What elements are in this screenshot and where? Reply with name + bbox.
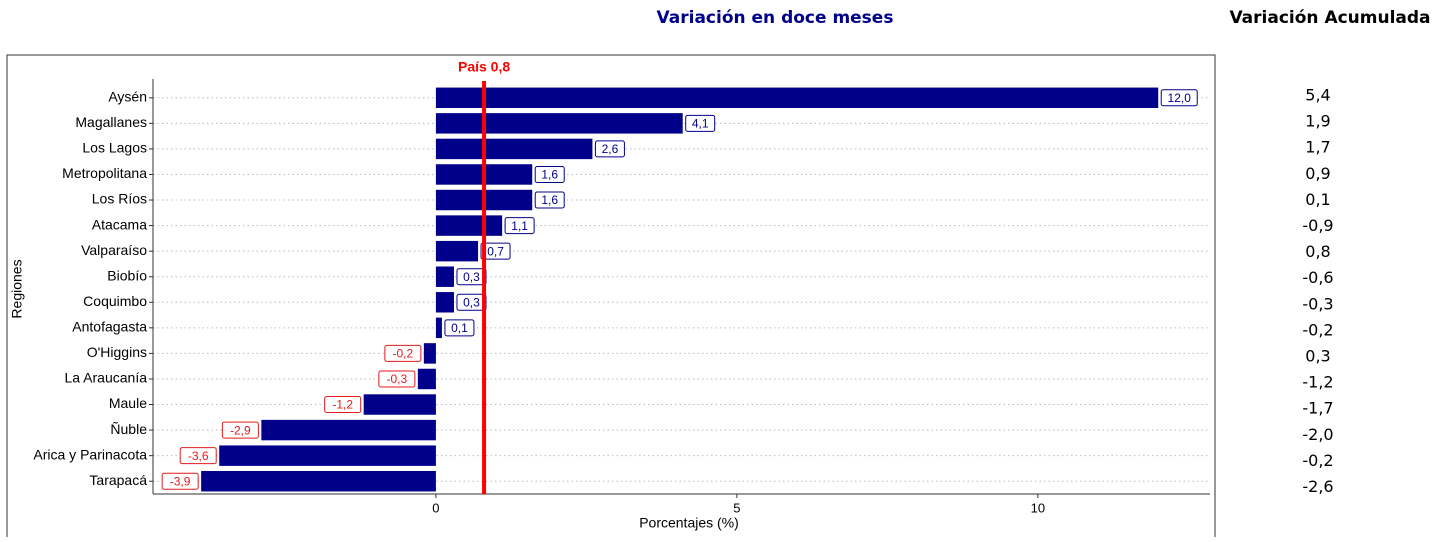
y-tick-label: Magallanes: [75, 114, 147, 130]
reference-label: País 0,8: [458, 59, 510, 75]
bar: [435, 138, 593, 160]
y-tick-label: Maule: [109, 395, 147, 411]
value-label: -0,2: [393, 347, 414, 361]
bar: [261, 419, 436, 441]
value-label: -2,9: [230, 423, 251, 437]
x-tick-label: 10: [1031, 500, 1045, 515]
bar: [363, 394, 436, 415]
value-label-box: [1160, 89, 1198, 107]
y-tick-label: Los Lagos: [82, 140, 147, 156]
value-label: -1,2: [332, 398, 353, 412]
bar: [423, 343, 436, 364]
value-label-box: [534, 165, 565, 183]
y-tick-label: Coquimbo: [83, 293, 147, 309]
side-value: -0,3: [1302, 294, 1333, 313]
y-axis-label: Regiones: [9, 259, 25, 318]
bar: [201, 470, 436, 492]
side-value: -0,2: [1302, 451, 1333, 470]
value-label-box: [685, 114, 716, 132]
value-label-box: [594, 140, 625, 158]
x-tick-label: 0: [432, 500, 439, 515]
value-label: 12,0: [1168, 91, 1192, 105]
y-tick-label: Los Ríos: [92, 191, 147, 207]
side-value: -2,0: [1302, 425, 1333, 444]
side-value: -2,6: [1302, 477, 1333, 496]
value-label: 2,6: [602, 142, 619, 156]
side-value: 0,8: [1305, 242, 1330, 261]
side-value: -0,9: [1302, 216, 1333, 235]
side-value: 1,7: [1305, 138, 1330, 157]
value-label: -0,3: [387, 372, 408, 386]
side-title: Variación Acumulada: [1229, 8, 1430, 28]
bar: [219, 445, 436, 466]
side-value: 0,9: [1305, 164, 1330, 183]
y-tick-label: Ñuble: [110, 421, 147, 437]
value-label-box: [504, 217, 535, 235]
value-label: -3,6: [188, 449, 209, 463]
side-value: -1,7: [1302, 399, 1333, 418]
side-value: 0,1: [1305, 190, 1330, 209]
bar: [435, 292, 454, 313]
bar: [435, 266, 454, 287]
y-tick-label: Arica y Parinacota: [33, 446, 147, 462]
y-tick-label: O'Higgins: [87, 344, 147, 360]
y-tick-label: Metropolitana: [62, 165, 147, 181]
value-label: 0,1: [451, 321, 468, 335]
value-label: 1,6: [541, 168, 558, 182]
y-tick-label: Biobío: [107, 267, 147, 283]
value-label-box: [221, 421, 259, 439]
side-value: -0,6: [1302, 268, 1333, 287]
panel-border: [6, 54, 1216, 542]
y-tick-label: Tarapacá: [89, 472, 147, 488]
value-label-box: [444, 319, 475, 337]
value-label: -3,9: [170, 474, 191, 488]
bar: [435, 215, 503, 236]
chart-title: Variación en doce meses: [657, 8, 894, 28]
y-tick-label: Aysén: [108, 88, 147, 104]
bar: [435, 113, 683, 134]
side-value: -0,2: [1302, 320, 1333, 339]
y-tick-label: Valparaíso: [81, 242, 147, 258]
y-tick-label: Atacama: [92, 216, 147, 232]
value-label-box: [384, 344, 422, 362]
value-label-box: [161, 472, 199, 490]
y-tick-label: La Araucanía: [64, 370, 147, 386]
value-label-box: [378, 370, 416, 388]
value-label-box: [324, 396, 362, 414]
value-label-box: [179, 447, 217, 465]
value-label: 0,7: [487, 244, 504, 258]
side-value: 5,4: [1305, 86, 1330, 105]
side-value: 0,3: [1305, 347, 1330, 366]
bar: [417, 368, 436, 390]
value-label: 0,3: [463, 270, 480, 284]
value-label-box: [480, 242, 511, 260]
bar: [435, 317, 442, 339]
x-axis-label: Porcentajes (%): [639, 515, 739, 531]
bar: [435, 87, 1159, 109]
x-tick-label: 5: [733, 500, 740, 515]
value-label: 1,6: [541, 193, 558, 207]
value-label-box: [534, 191, 565, 209]
side-value: 1,9: [1305, 112, 1330, 131]
side-value: -1,2: [1302, 373, 1333, 392]
y-tick-label: Antofagasta: [72, 319, 147, 335]
value-label: 1,1: [511, 219, 528, 233]
value-label: 4,1: [692, 117, 709, 131]
value-label: 0,3: [463, 295, 480, 309]
bar: [435, 240, 479, 262]
